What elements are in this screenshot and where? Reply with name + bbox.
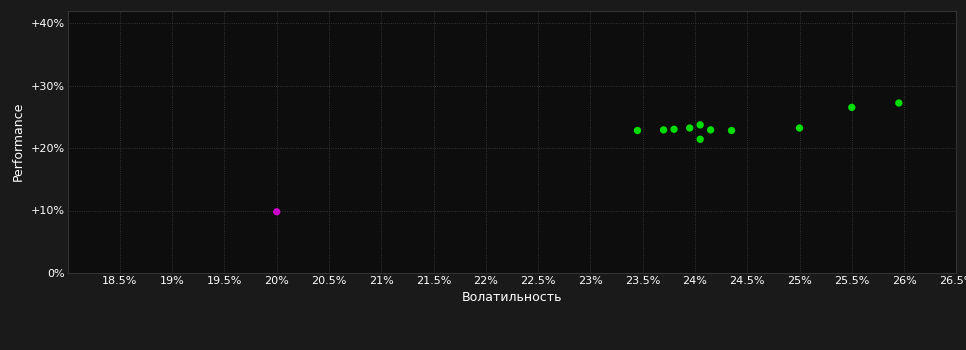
Y-axis label: Performance: Performance: [13, 102, 25, 181]
Point: [724, 128, 739, 133]
Point: [682, 125, 697, 131]
Point: [703, 127, 719, 133]
X-axis label: Волатильность: Волатильность: [462, 291, 562, 304]
Point: [792, 125, 808, 131]
Point: [269, 209, 284, 215]
Point: [693, 122, 708, 128]
Point: [667, 126, 682, 132]
Point: [656, 127, 671, 133]
Point: [693, 136, 708, 142]
Point: [630, 128, 645, 133]
Point: [891, 100, 906, 106]
Point: [844, 105, 860, 110]
